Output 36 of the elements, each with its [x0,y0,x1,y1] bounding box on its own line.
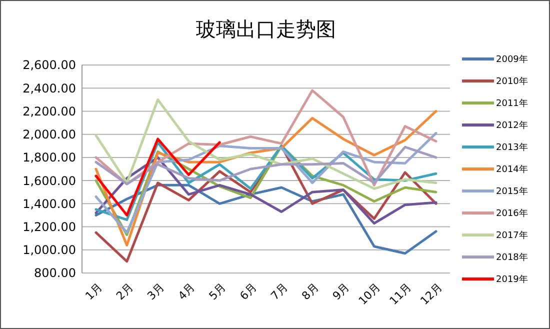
y-tick-label: 2,400.00 [22,81,76,96]
legend-label: 2019年 [496,274,528,286]
legend-label: 2012年 [496,120,528,132]
x-tick-label: 8月 [299,280,322,303]
y-tick-label: 1,200.00 [22,220,76,234]
legend-label: 2013年 [496,142,528,154]
legend-label: 2014年 [496,164,528,176]
x-tick-label: 9月 [330,280,352,303]
x-tick-label: 6月 [237,280,260,303]
x-tick-label: 11月 [387,280,414,308]
legend-label: 2015年 [496,186,528,198]
x-tick-label: 10月 [356,280,384,308]
line-series [94,138,221,216]
x-tick-label: 1月 [82,280,105,303]
x-tick-label: 12月 [418,280,445,308]
legend-label: 2017年 [496,230,528,242]
y-tick-label: 800.00 [34,266,76,280]
y-tick-label: 1,600.00 [22,174,76,188]
x-tick-label: 4月 [176,280,198,303]
y-tick-label: 2,600.00 [22,58,76,72]
x-tick-label: 2月 [114,280,136,303]
legend-label: 2010年 [496,76,528,88]
x-tick-label: 3月 [144,280,167,303]
y-tick-label: 2,000.00 [22,128,76,142]
line-series [94,146,438,186]
legend-label: 2016年 [496,208,528,220]
x-tick-label: 7月 [268,280,290,303]
y-tick-label: 1,800.00 [22,150,76,165]
legend-label: 2009年 [496,54,528,66]
y-tick-label: 1,000.00 [22,243,76,258]
y-tick-label: 2,200.00 [22,104,76,118]
y-tick-label: 1,400.00 [22,196,76,211]
x-tick-label: 5月 [206,280,228,303]
chart-title: 玻璃出口走势图 [196,17,336,41]
legend-label: 2018年 [496,252,528,264]
legend-label: 2011年 [496,98,528,110]
